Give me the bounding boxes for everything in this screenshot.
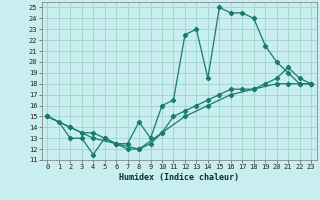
X-axis label: Humidex (Indice chaleur): Humidex (Indice chaleur) xyxy=(119,173,239,182)
